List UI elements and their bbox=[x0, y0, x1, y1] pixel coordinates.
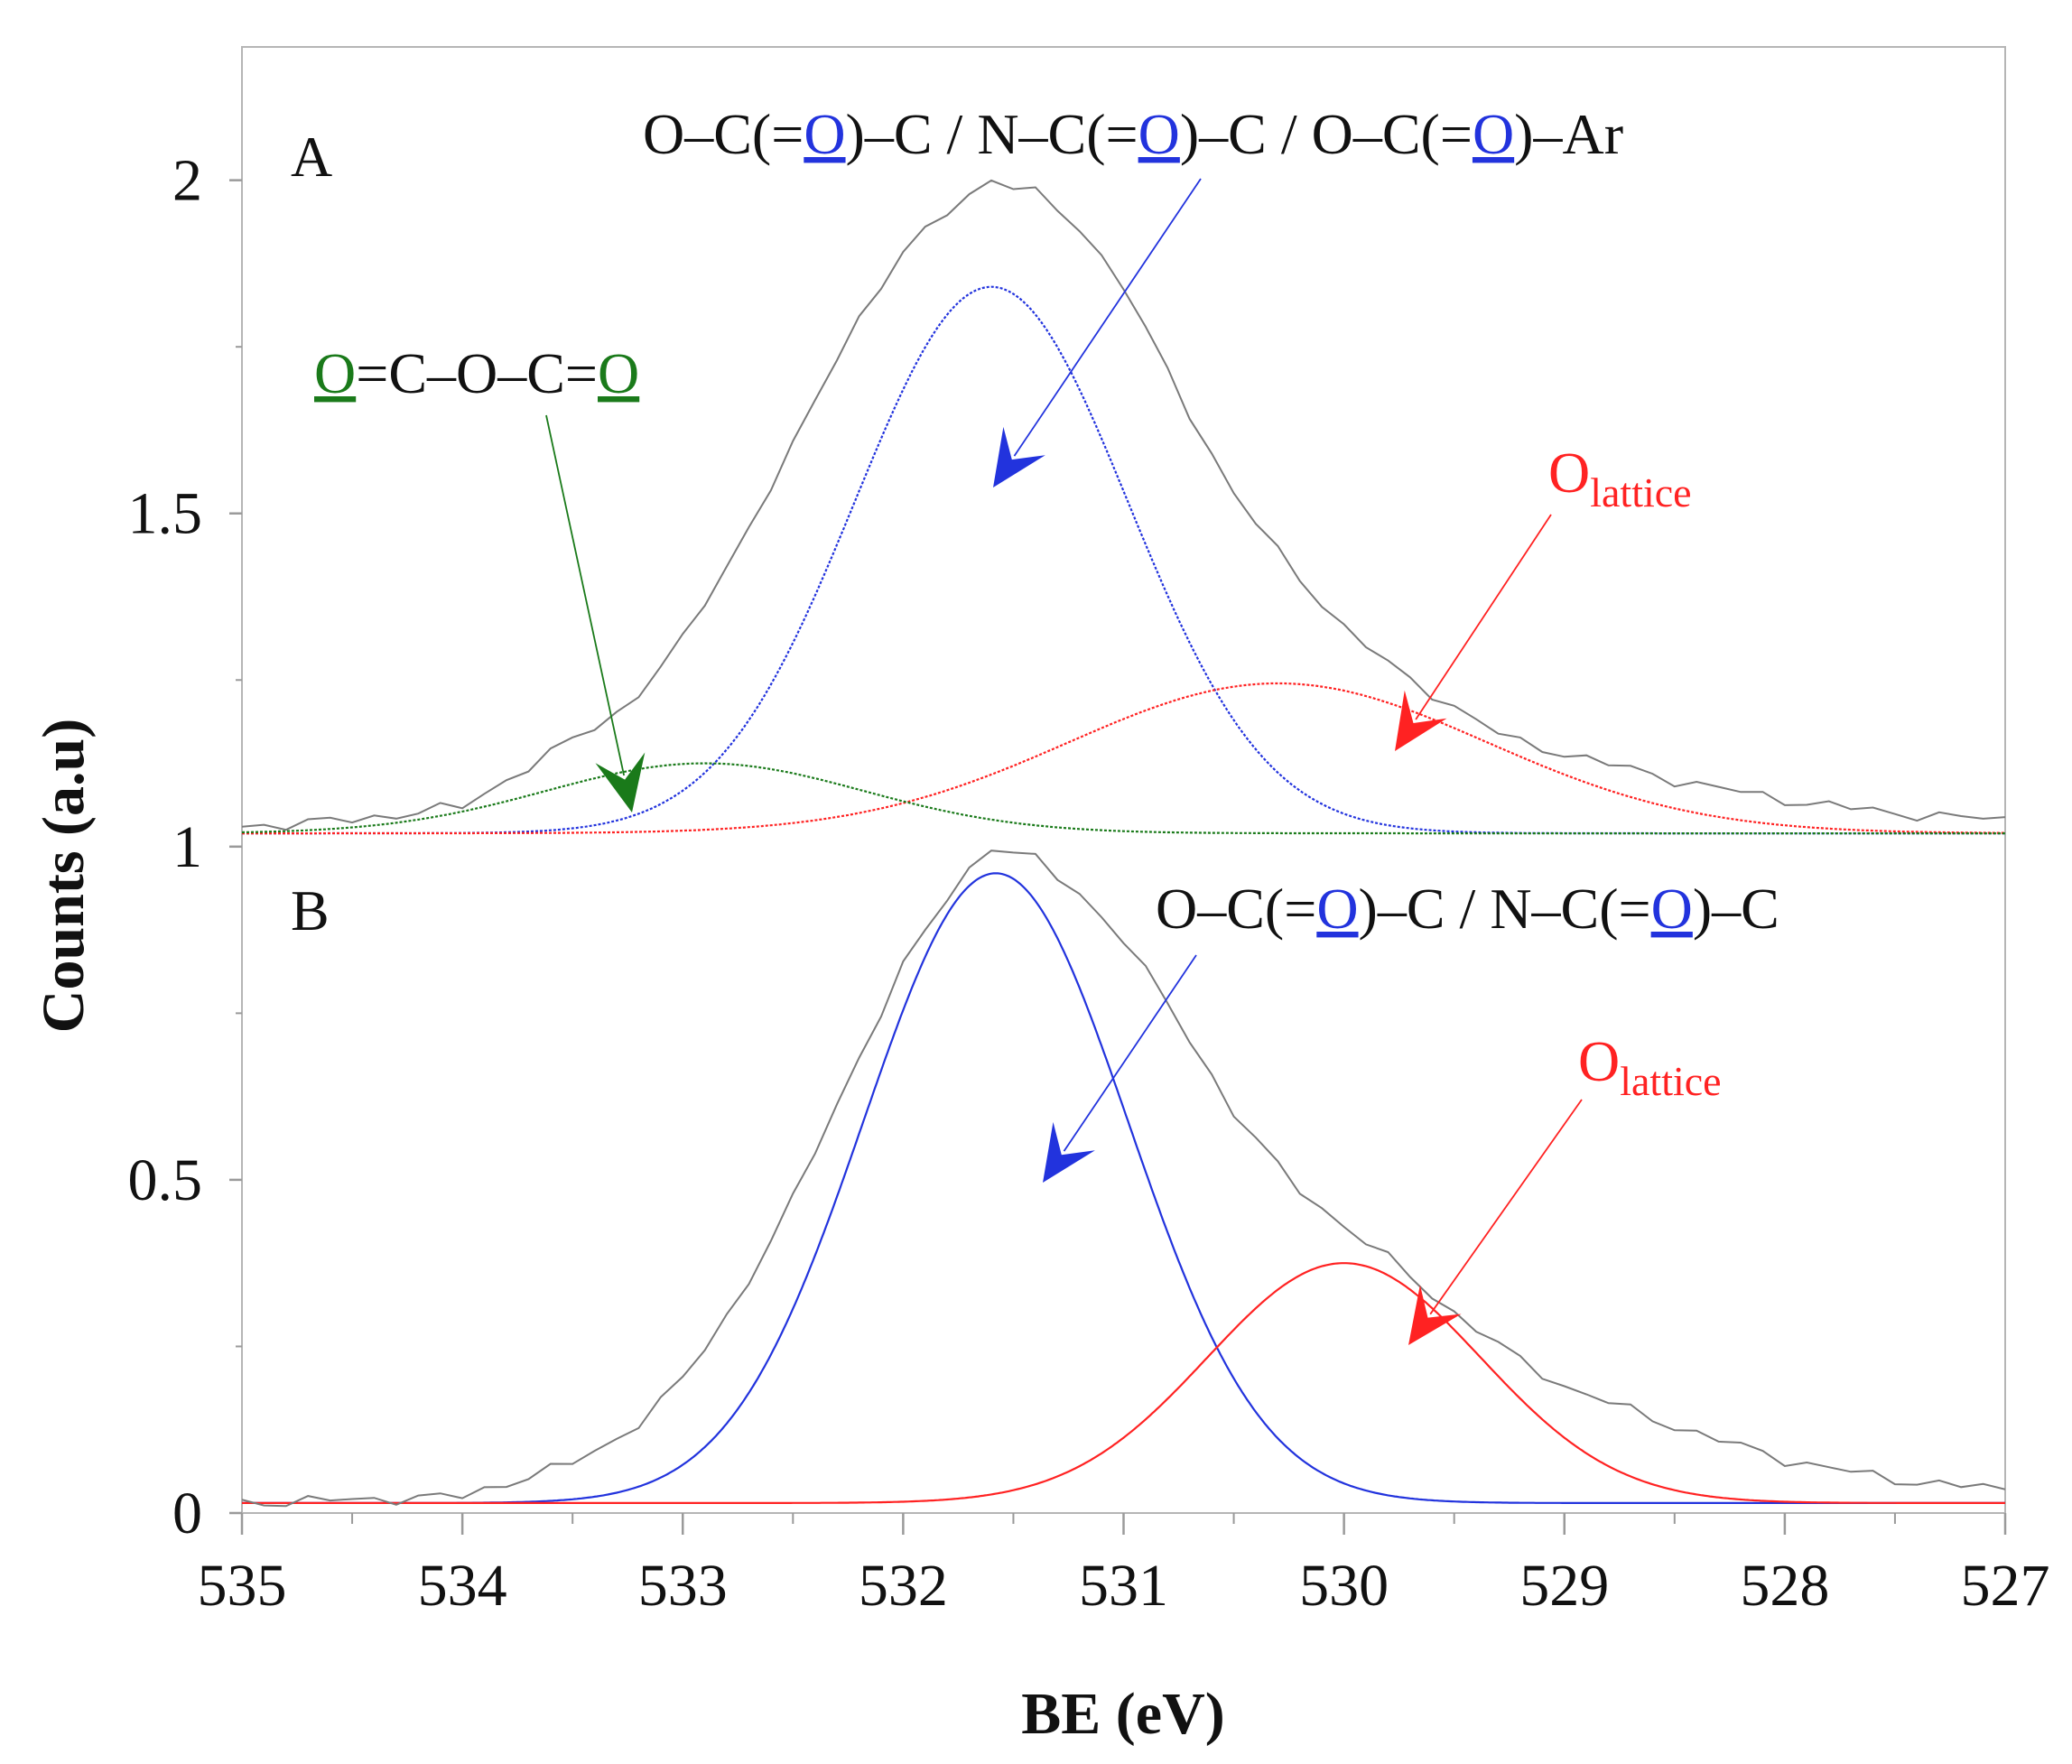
annotation-a-lattice-label: Olattice bbox=[1548, 441, 1692, 515]
y-tick-label-1.5: 1.5 bbox=[128, 481, 203, 547]
annotation-part: O bbox=[1651, 877, 1693, 941]
annotation-part: O bbox=[1138, 102, 1180, 166]
plot-curves bbox=[242, 179, 2005, 1508]
annotation-part: O–C(= bbox=[643, 102, 804, 166]
lattice-sub-text: lattice bbox=[1590, 469, 1691, 515]
arrow-a-blue-head bbox=[993, 426, 1045, 487]
annotation-part: )–Ar bbox=[1514, 102, 1623, 166]
fit-curve-b-blue bbox=[242, 872, 2005, 1504]
x-tick-label-531: 531 bbox=[1079, 1553, 1168, 1619]
y-tick-label-0: 0 bbox=[172, 1481, 202, 1546]
x-tick-label-530: 530 bbox=[1299, 1553, 1389, 1619]
annotation-part: O bbox=[314, 341, 356, 405]
annotation-part: O bbox=[1473, 102, 1514, 166]
y-tick-label-0.5: 0.5 bbox=[128, 1147, 203, 1213]
annotation-a-anhydride-label: O=C–O–C=O bbox=[314, 341, 639, 405]
arrow-a-red-head bbox=[1395, 690, 1447, 751]
x-tick-label-529: 529 bbox=[1519, 1553, 1609, 1619]
arrow-a-red-shaft bbox=[1415, 514, 1552, 720]
arrow-b-red-shaft bbox=[1429, 1099, 1583, 1315]
panel-label-b: B bbox=[291, 878, 330, 942]
annotation-part: )–C / N–C(= bbox=[846, 102, 1138, 166]
arrow-b-blue-shaft bbox=[1063, 954, 1197, 1152]
arrow-b-blue-head bbox=[1043, 1121, 1095, 1183]
annotation-b-carbonyl-label: O–C(=O)–C / N–C(=O)–C bbox=[1156, 877, 1779, 941]
fit-curve-b-red bbox=[242, 1262, 2005, 1504]
annotation-arrows bbox=[545, 178, 1583, 1345]
annotation-part: O bbox=[804, 102, 845, 166]
lattice-sub-text: lattice bbox=[1620, 1058, 1721, 1104]
annotation-part: )–C / O–C(= bbox=[1180, 102, 1473, 166]
x-tick-label-535: 535 bbox=[198, 1553, 287, 1619]
y-axis-title: Counts (a.u) bbox=[31, 719, 97, 1033]
raw-spectrum-a bbox=[242, 179, 2005, 831]
annotation-part: O bbox=[598, 341, 639, 405]
fit-curve-a-red bbox=[242, 682, 2005, 835]
fit-curve-a-green bbox=[242, 762, 2005, 835]
x-tick-label-528: 528 bbox=[1740, 1553, 1829, 1619]
annotation-part: O bbox=[1316, 877, 1358, 941]
arrow-a-blue-shaft bbox=[1013, 178, 1202, 457]
x-axis-title: BE (eV) bbox=[1021, 1681, 1224, 1747]
lattice-main-text: O bbox=[1548, 441, 1590, 505]
x-tick-label-534: 534 bbox=[418, 1553, 507, 1619]
lattice-main-text: O bbox=[1578, 1029, 1620, 1093]
x-tick-label-533: 533 bbox=[638, 1553, 728, 1619]
fit-curve-a-blue bbox=[242, 285, 2005, 835]
panel-label-a: A bbox=[291, 125, 332, 189]
arrow-a-green-shaft bbox=[545, 414, 626, 776]
annotation-part: =C–O–C= bbox=[356, 341, 598, 405]
annotation-part: )–C bbox=[1693, 877, 1779, 941]
annotation-b-lattice-label: Olattice bbox=[1578, 1029, 1722, 1104]
annotation-part: )–C / N–C(= bbox=[1359, 877, 1651, 941]
raw-spectrum-b bbox=[242, 850, 2005, 1508]
x-tick-label-532: 532 bbox=[859, 1553, 948, 1619]
y-tick-label-1: 1 bbox=[172, 814, 202, 880]
annotation-a-carbonyl-label: O–C(=O)–C / N–C(=O)–C / O–C(=O)–Ar bbox=[643, 102, 1623, 166]
annotation-part: O–C(= bbox=[1156, 877, 1316, 941]
y-tick-label-2: 2 bbox=[172, 148, 202, 214]
x-tick-label-527: 527 bbox=[1961, 1553, 2050, 1619]
arrow-b-red-head bbox=[1408, 1285, 1462, 1345]
arrow-a-green-head bbox=[595, 752, 646, 812]
axis-ticks: 535 534 533 532 531 530 529 528 527 0 0.5 1 1.5 2 bbox=[128, 148, 2050, 1619]
